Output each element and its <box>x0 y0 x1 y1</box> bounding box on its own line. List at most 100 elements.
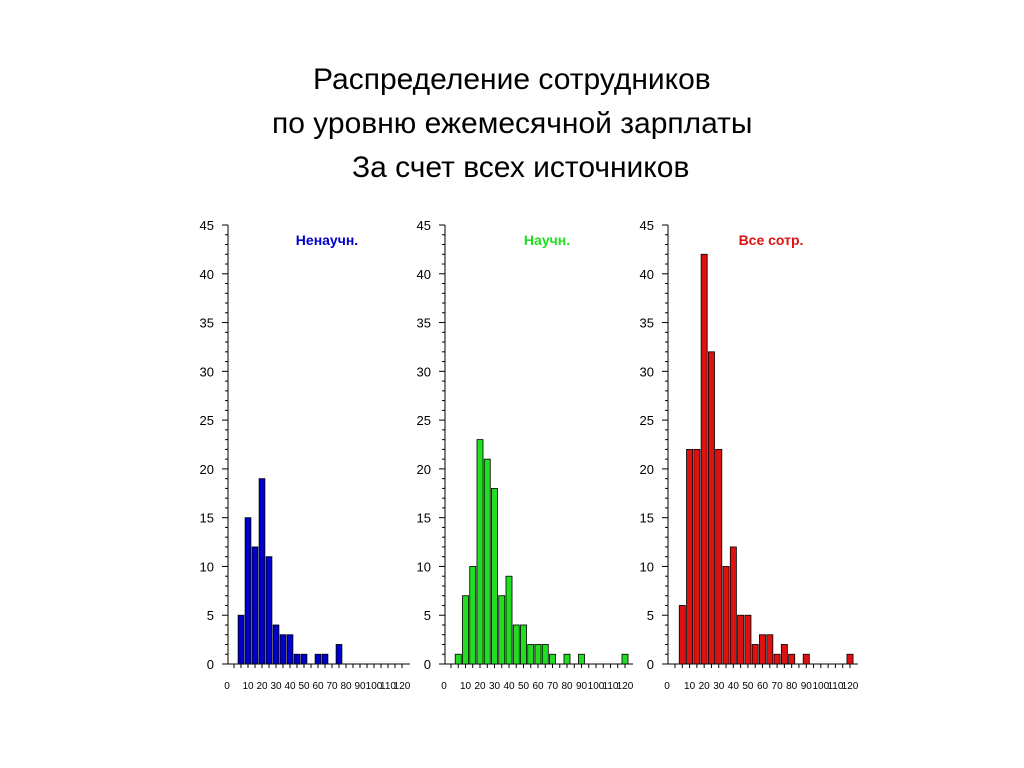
x-tick-label: 100 <box>812 681 829 692</box>
x-tick-label: 70 <box>772 681 784 692</box>
x-tick-label: 30 <box>489 681 501 692</box>
histogram-bar <box>335 644 343 665</box>
histogram-bar <box>700 253 708 665</box>
histogram-bar <box>729 546 737 665</box>
histogram-bar <box>846 653 854 665</box>
x-tick-label: 20 <box>699 681 711 692</box>
title-line-1: Распределение сотрудников <box>313 63 711 96</box>
y-tick-label: 10 <box>200 559 214 574</box>
y-tick-label: 10 <box>417 559 431 574</box>
y-tick-label: 35 <box>417 316 431 331</box>
x-tick-label: 20 <box>256 681 268 692</box>
y-tick-label: 25 <box>640 413 654 428</box>
x-tick-label: 110 <box>380 681 396 692</box>
histogram-bar <box>498 595 506 665</box>
histogram-bar <box>563 653 571 665</box>
x-tick-label: 80 <box>340 681 352 692</box>
y-tick-label: 30 <box>200 364 214 379</box>
y-tick-label: 20 <box>640 462 654 477</box>
histogram-bar <box>476 439 484 665</box>
y-tick-label: 0 <box>647 657 654 672</box>
y-tick-label: 15 <box>417 511 431 526</box>
y-tick-label: 40 <box>640 267 654 282</box>
histogram-bar <box>715 448 723 665</box>
x-tick-label: 70 <box>326 681 338 692</box>
histogram-bar <box>780 644 788 665</box>
y-tick-label: 15 <box>200 511 214 526</box>
histogram-bar <box>321 653 329 665</box>
histogram-bar <box>505 575 513 665</box>
histogram-bar <box>293 653 301 665</box>
y-tick-label: 45 <box>417 218 431 233</box>
y-tick-label: 30 <box>640 364 654 379</box>
histogram-bar <box>462 595 469 665</box>
y-tick-label: 25 <box>200 413 214 428</box>
x-tick-label: 110 <box>827 681 843 692</box>
x-tick-label: 120 <box>394 681 411 692</box>
histogram-bar <box>722 566 730 665</box>
histogram-bar <box>244 517 252 665</box>
x-tick-label: 60 <box>312 681 324 692</box>
legend-label: Все сотр. <box>739 232 804 248</box>
histogram-bar <box>272 624 280 665</box>
x-tick-label: 80 <box>561 681 573 692</box>
x-tick-label: 0 <box>441 681 447 692</box>
x-tick-label: 50 <box>298 681 310 692</box>
title-line-2: по уровню ежемесячной зарплаты <box>272 107 753 140</box>
y-tick-label: 20 <box>200 462 214 477</box>
x-tick-label: 0 <box>224 681 230 692</box>
y-tick-label: 25 <box>417 413 431 428</box>
x-tick-label: 20 <box>474 681 486 692</box>
x-tick-label: 50 <box>518 681 530 692</box>
histogram-bar <box>454 653 462 665</box>
x-tick-label: 100 <box>588 681 605 692</box>
x-tick-label: 100 <box>366 681 383 692</box>
histogram-bar <box>744 614 752 665</box>
x-tick-label: 60 <box>757 681 769 692</box>
histogram-bar <box>621 653 629 665</box>
histogram-bar <box>751 644 759 665</box>
histogram-bar <box>520 624 527 665</box>
histogram-bar <box>483 458 491 665</box>
histogram-bar <box>708 351 715 665</box>
x-tick-label: 40 <box>503 681 515 692</box>
histogram-bar <box>258 478 266 665</box>
histogram-bar <box>759 634 766 665</box>
y-tick-label: 0 <box>207 657 214 672</box>
y-tick-label: 5 <box>207 608 214 623</box>
histogram-bar <box>737 614 745 665</box>
histogram-bar <box>693 448 701 665</box>
histogram-bar <box>314 653 322 665</box>
y-tick-label: 10 <box>640 559 654 574</box>
x-tick-label: 0 <box>664 681 670 692</box>
x-tick-label: 80 <box>786 681 798 692</box>
x-tick-label: 90 <box>354 681 366 692</box>
x-tick-label: 120 <box>842 681 859 692</box>
legend-label: Научн. <box>524 232 570 248</box>
y-tick-label: 30 <box>417 364 431 379</box>
x-tick-label: 90 <box>801 681 813 692</box>
x-tick-label: 30 <box>713 681 725 692</box>
x-tick-label: 110 <box>603 681 619 692</box>
x-tick-label: 90 <box>576 681 588 692</box>
y-tick-label: 35 <box>200 316 214 331</box>
histogram-bar <box>469 566 477 665</box>
y-tick-label: 40 <box>200 267 214 282</box>
y-tick-label: 45 <box>200 218 214 233</box>
histogram-bar <box>491 487 498 665</box>
x-tick-label: 50 <box>742 681 754 692</box>
histogram-bar <box>549 653 556 665</box>
histogram-bar <box>527 644 535 665</box>
histogram-bar <box>279 634 287 665</box>
y-tick-label: 15 <box>640 511 654 526</box>
histogram-bar <box>534 644 542 665</box>
x-tick-label: 10 <box>684 681 696 692</box>
x-tick-label: 40 <box>728 681 740 692</box>
legend-label: Ненаучн. <box>296 232 358 248</box>
histogram-bar <box>686 448 694 665</box>
y-tick-label: 0 <box>424 657 431 672</box>
y-tick-label: 45 <box>640 218 654 233</box>
